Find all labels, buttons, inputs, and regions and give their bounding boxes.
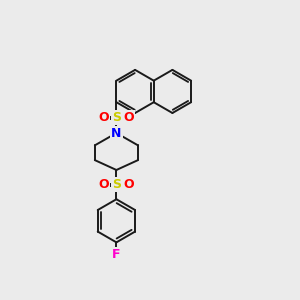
Text: N: N bbox=[111, 127, 122, 140]
Text: S: S bbox=[112, 111, 121, 124]
Text: O: O bbox=[123, 178, 134, 191]
Text: S: S bbox=[112, 178, 121, 191]
Text: F: F bbox=[112, 248, 121, 261]
Text: O: O bbox=[123, 111, 134, 124]
Text: O: O bbox=[99, 178, 110, 191]
Text: O: O bbox=[99, 111, 110, 124]
